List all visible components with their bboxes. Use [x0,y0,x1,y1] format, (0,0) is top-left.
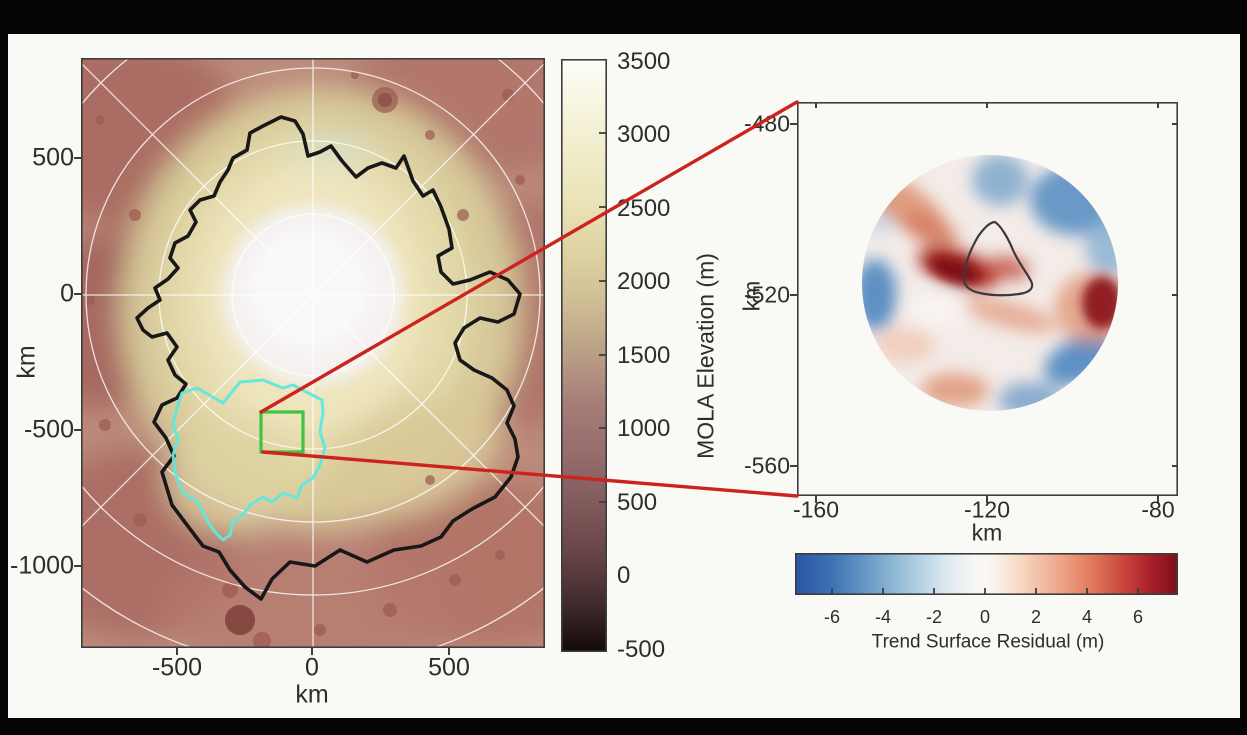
left-map-ytick: 0 [60,279,74,308]
left-map-xtick: 0 [305,653,319,682]
elevation-cbar-label: 500 [617,489,658,516]
elevation-colorbar [561,59,608,653]
right-map-xtick: -80 [1141,496,1175,523]
large-crater [225,605,255,635]
terrain-shading [81,58,545,648]
elevation-cbar-label: 2500 [617,195,671,222]
left-map-ytick: 500 [32,143,74,172]
residual-field [862,155,1118,411]
elevation-cbar-label: -500 [617,636,666,663]
residual-colorbar [795,553,1178,596]
mola-topography-map [74,58,545,655]
left-map-xlabel: km [295,680,329,709]
elevation-cbar-label: 2000 [617,268,671,295]
left-map-xtick: -500 [151,653,203,682]
left-map-ytick: -1000 [10,551,74,580]
left-map-ticks [74,157,450,655]
right-map-ytick: -560 [743,452,790,479]
elevation-cbar-label: 0 [617,562,631,589]
feature-outline [962,220,1034,297]
elevation-cbar-label: 3000 [617,121,671,148]
elevation-cbar-label: 1000 [617,415,671,442]
residual-cbar-label: -6 [823,607,841,627]
right-map-xtick: -160 [792,496,840,523]
residual-cbar-label: 2 [1030,607,1042,627]
residual-map [790,102,1178,503]
right-map-xtick: -120 [963,496,1011,523]
left-map-ytick: -500 [23,415,74,444]
right-map-ylabel: km [738,280,765,312]
right-map-xlabel: km [971,519,1003,546]
residual-cbar-label: 0 [979,607,991,627]
left-map-ylabel: km [12,345,41,379]
right-map-ytick: -480 [743,110,790,137]
residual-colorbar-ticks [831,588,1139,595]
left-map-xtick: 500 [428,653,470,682]
residual-cbar-label: 6 [1132,607,1144,627]
residual-cbar-label: -4 [874,607,892,627]
residual-cbar-title: Trend Surface Residual (m) [871,631,1105,653]
elevation-cbar-label: 1500 [617,342,671,369]
elevation-cbar-title: MOLA Elevation (m) [692,253,719,459]
elevation-cbar-label: 3500 [617,48,671,75]
residual-cbar-label: -2 [925,607,943,627]
residual-cbar-label: 4 [1081,607,1093,627]
